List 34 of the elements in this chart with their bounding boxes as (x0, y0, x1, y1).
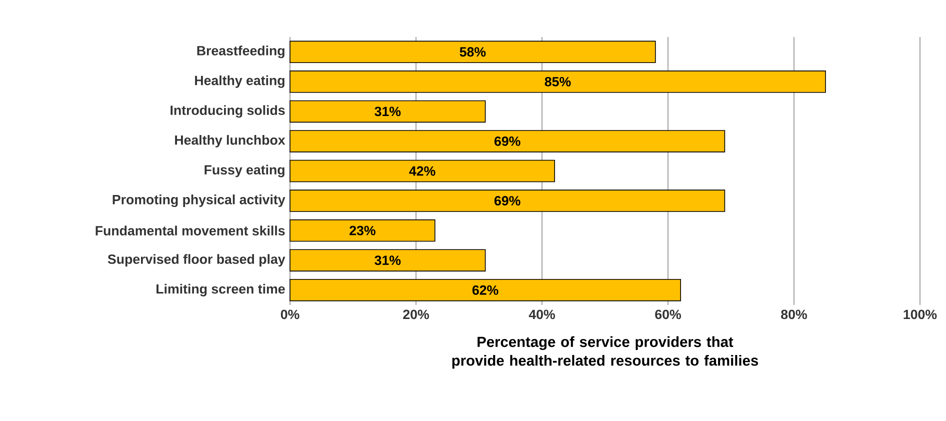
y-tick-label: Limiting screen time (156, 284, 285, 296)
bar (290, 219, 436, 242)
y-tick-label: Healthy lunchbox (175, 135, 286, 148)
data-label: 31% (374, 106, 401, 116)
x-tick-label: 100% (904, 310, 937, 320)
y-tick-label: Promoting physical activity (112, 194, 286, 208)
data-label: 23% (350, 226, 376, 236)
bar (290, 130, 726, 152)
data-label: 69% (494, 136, 520, 146)
y-tick-label: Healthy eating (195, 75, 284, 88)
data-label: 58% (460, 47, 486, 57)
x-tick-label: 20% (403, 310, 429, 320)
y-tick-label: Fundamental movement skills (96, 226, 285, 236)
bar (290, 160, 555, 182)
x-tick-label: 80% (781, 310, 807, 320)
x-axis-title: Percentage of service providers that provide health-related resources to families (452, 336, 758, 369)
bar (290, 100, 486, 123)
data-label: 85% (544, 76, 571, 86)
bar (290, 40, 656, 64)
data-label: 42% (409, 166, 436, 176)
x-tick-label: 40% (528, 310, 555, 320)
y-tick-label: Introducing solids (170, 105, 285, 118)
x-tick-label: 0% (280, 310, 300, 320)
data-label: 62% (472, 285, 498, 295)
y-tick-label: Breastfeeding (197, 46, 284, 58)
y-tick-label: Fussy eating (204, 164, 284, 178)
data-label: 31% (374, 256, 401, 266)
bar (290, 278, 681, 302)
bar (290, 249, 486, 272)
data-label: 69% (494, 196, 520, 206)
y-tick-label: Supervised floor based play (108, 254, 286, 267)
bar (290, 70, 826, 93)
bar (290, 190, 726, 212)
x-tick-label: 60% (655, 310, 681, 320)
